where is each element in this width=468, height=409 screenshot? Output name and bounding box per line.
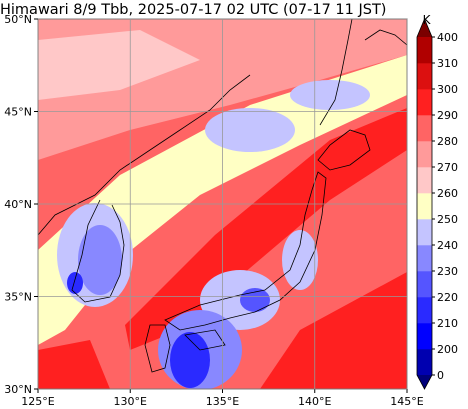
colorbar-tick-label: 400 — [437, 31, 458, 44]
x-tick-label: 125°E — [21, 395, 54, 408]
coastline — [144, 324, 171, 373]
y-tick-label: 50°N — [4, 13, 32, 26]
colorbar-segment — [417, 297, 432, 324]
y-tick-label: 30°N — [4, 383, 32, 396]
colorbar-tick-label: 230 — [437, 265, 458, 278]
colorbar-tick-label: 220 — [437, 291, 458, 304]
colorbar-tick-label: 0 — [437, 369, 444, 382]
colorbar-tick-label: 300 — [437, 83, 458, 96]
colorbar-segment — [417, 89, 432, 116]
y-tick-label: 40°N — [4, 198, 32, 211]
colorbar-segment — [417, 323, 432, 350]
x-tick-label: 145°E — [390, 395, 423, 408]
colorbar-extend-high — [417, 19, 432, 37]
colorbar-tick-label: 200 — [437, 343, 458, 356]
colorbar-tick-label: 270 — [437, 161, 458, 174]
colorbar-segment — [417, 193, 432, 220]
colorbar-segment — [417, 349, 432, 376]
colorbar-tick-label: 250 — [437, 213, 458, 226]
colorbar-segment — [417, 37, 432, 64]
colorbar-tick-label: 310 — [437, 57, 458, 70]
colorbar-segment — [417, 271, 432, 298]
coastline — [38, 74, 251, 236]
colorbar-segment — [417, 245, 432, 272]
coastline — [317, 129, 371, 171]
coastline — [71, 199, 125, 303]
colorbar-segment — [417, 115, 432, 142]
x-tick-label: 130°E — [114, 395, 147, 408]
y-tick-label: 45°N — [4, 106, 32, 119]
coastlines — [38, 19, 407, 373]
colorbar-tick-label: 260 — [437, 187, 458, 200]
coastline — [164, 171, 327, 331]
colorbar-segment — [417, 63, 432, 90]
coastline — [364, 29, 407, 46]
colorbar-tick-label: 240 — [437, 239, 458, 252]
colorbar-tick-label: 210 — [437, 317, 458, 330]
colorbar-label: K — [423, 13, 432, 27]
title: Himawari 8/9 Tbb, 2025-07-17 02 UTC (07-… — [0, 2, 386, 18]
colorbar-tick-label: 290 — [437, 109, 458, 122]
colorbar-tick-label: 280 — [437, 135, 458, 148]
colorbar-segment — [417, 219, 432, 246]
coastline — [319, 19, 353, 126]
colorbar-extend-low — [417, 375, 432, 389]
x-tick-label: 140°E — [298, 395, 331, 408]
coastline — [184, 329, 226, 351]
y-tick-label: 35°N — [4, 291, 32, 304]
x-tick-label: 135°E — [206, 395, 239, 408]
colorbar-segment — [417, 141, 432, 168]
colorbar-segment — [417, 167, 432, 194]
